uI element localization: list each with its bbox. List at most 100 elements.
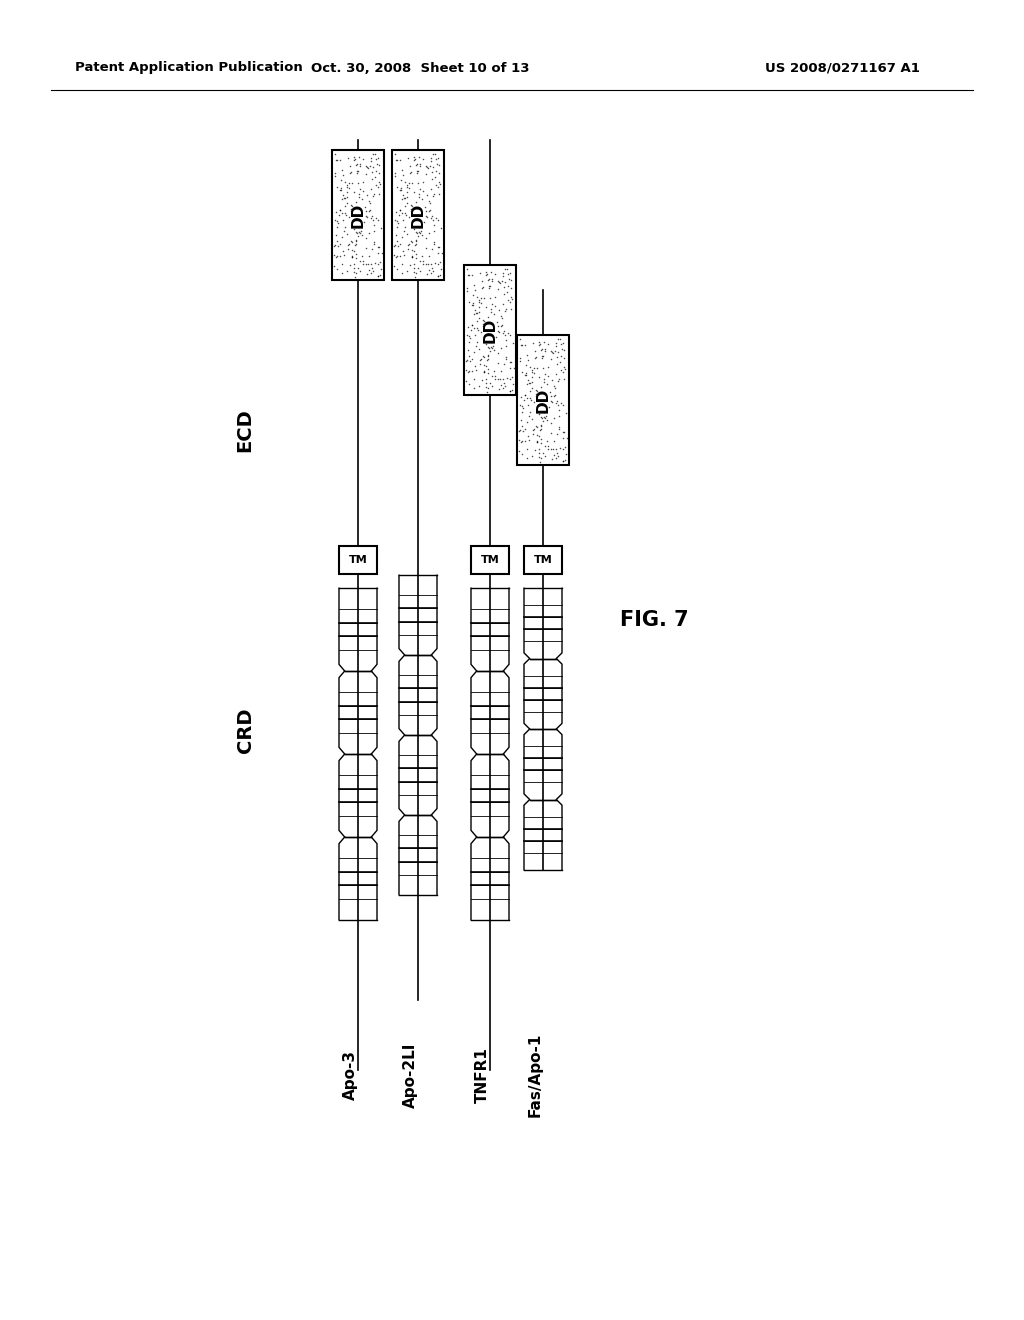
Point	[341, 206, 357, 227]
Point	[399, 148, 416, 169]
Point	[355, 251, 372, 272]
Point	[542, 396, 558, 417]
Point	[480, 306, 497, 327]
Point	[485, 335, 502, 356]
Point	[545, 438, 561, 459]
Text: DD: DD	[350, 202, 366, 227]
Point	[519, 345, 536, 366]
Point	[547, 384, 563, 405]
Point	[532, 414, 549, 436]
Point	[478, 356, 495, 378]
Point	[371, 162, 387, 183]
Point	[420, 223, 436, 244]
Point	[469, 331, 485, 352]
Point	[459, 350, 475, 371]
Point	[492, 321, 508, 342]
Point	[546, 385, 562, 407]
Point	[536, 368, 552, 389]
Point	[485, 339, 502, 360]
Point	[479, 363, 496, 384]
Point	[534, 447, 550, 469]
Point	[326, 236, 342, 257]
Bar	[392, 150, 444, 280]
Point	[348, 222, 365, 243]
Point	[482, 341, 499, 362]
Point	[411, 147, 427, 168]
Point	[460, 264, 476, 285]
Point	[461, 374, 477, 395]
Point	[486, 368, 503, 389]
Point	[351, 178, 368, 199]
Point	[557, 450, 573, 471]
Point	[513, 432, 529, 453]
Point	[503, 358, 519, 379]
Point	[399, 182, 416, 203]
Point	[425, 156, 441, 177]
Point	[329, 246, 345, 267]
Point	[334, 189, 350, 210]
Point	[367, 183, 383, 205]
Point	[408, 209, 424, 230]
Point	[394, 226, 411, 247]
Point	[427, 252, 443, 273]
Point	[393, 263, 410, 284]
Point	[483, 302, 500, 323]
Point	[482, 372, 499, 393]
Point	[535, 347, 551, 368]
Point	[327, 244, 343, 265]
Point	[337, 216, 353, 238]
Point	[496, 321, 512, 342]
Point	[408, 191, 424, 213]
Point	[475, 310, 492, 331]
Point	[477, 296, 494, 317]
Point	[370, 210, 386, 231]
Point	[476, 355, 493, 376]
Point	[513, 334, 529, 355]
Point	[418, 201, 434, 222]
Point	[430, 210, 446, 231]
Point	[348, 230, 365, 251]
Point	[340, 239, 356, 260]
Point	[476, 310, 493, 331]
Point	[464, 348, 480, 370]
Point	[408, 247, 424, 268]
Point	[551, 329, 567, 350]
Point	[408, 263, 424, 284]
Point	[351, 187, 368, 209]
Point	[505, 333, 521, 354]
Point	[521, 356, 538, 378]
Point	[391, 205, 408, 226]
Point	[469, 310, 485, 331]
Point	[407, 235, 423, 256]
Point	[349, 162, 366, 183]
Point	[469, 319, 485, 341]
Point	[419, 157, 435, 178]
Point	[498, 348, 514, 370]
Point	[540, 334, 556, 355]
Point	[359, 253, 376, 275]
Point	[558, 403, 574, 424]
Point	[478, 264, 495, 285]
Point	[521, 429, 538, 450]
Point	[351, 222, 368, 243]
Point	[498, 330, 514, 351]
Point	[461, 360, 477, 381]
Point	[519, 388, 536, 409]
Point	[348, 191, 365, 213]
Point	[550, 395, 566, 416]
Point	[490, 272, 507, 293]
Point	[332, 199, 348, 220]
Point	[417, 211, 433, 232]
Point	[367, 166, 383, 187]
Point	[351, 156, 368, 177]
Point	[512, 387, 528, 408]
Point	[479, 337, 496, 358]
Point	[538, 446, 554, 467]
Point	[461, 346, 477, 367]
Point	[461, 331, 477, 352]
Point	[359, 185, 376, 206]
Point	[418, 253, 434, 275]
Point	[392, 180, 409, 201]
Point	[497, 376, 513, 397]
Point	[407, 240, 423, 261]
